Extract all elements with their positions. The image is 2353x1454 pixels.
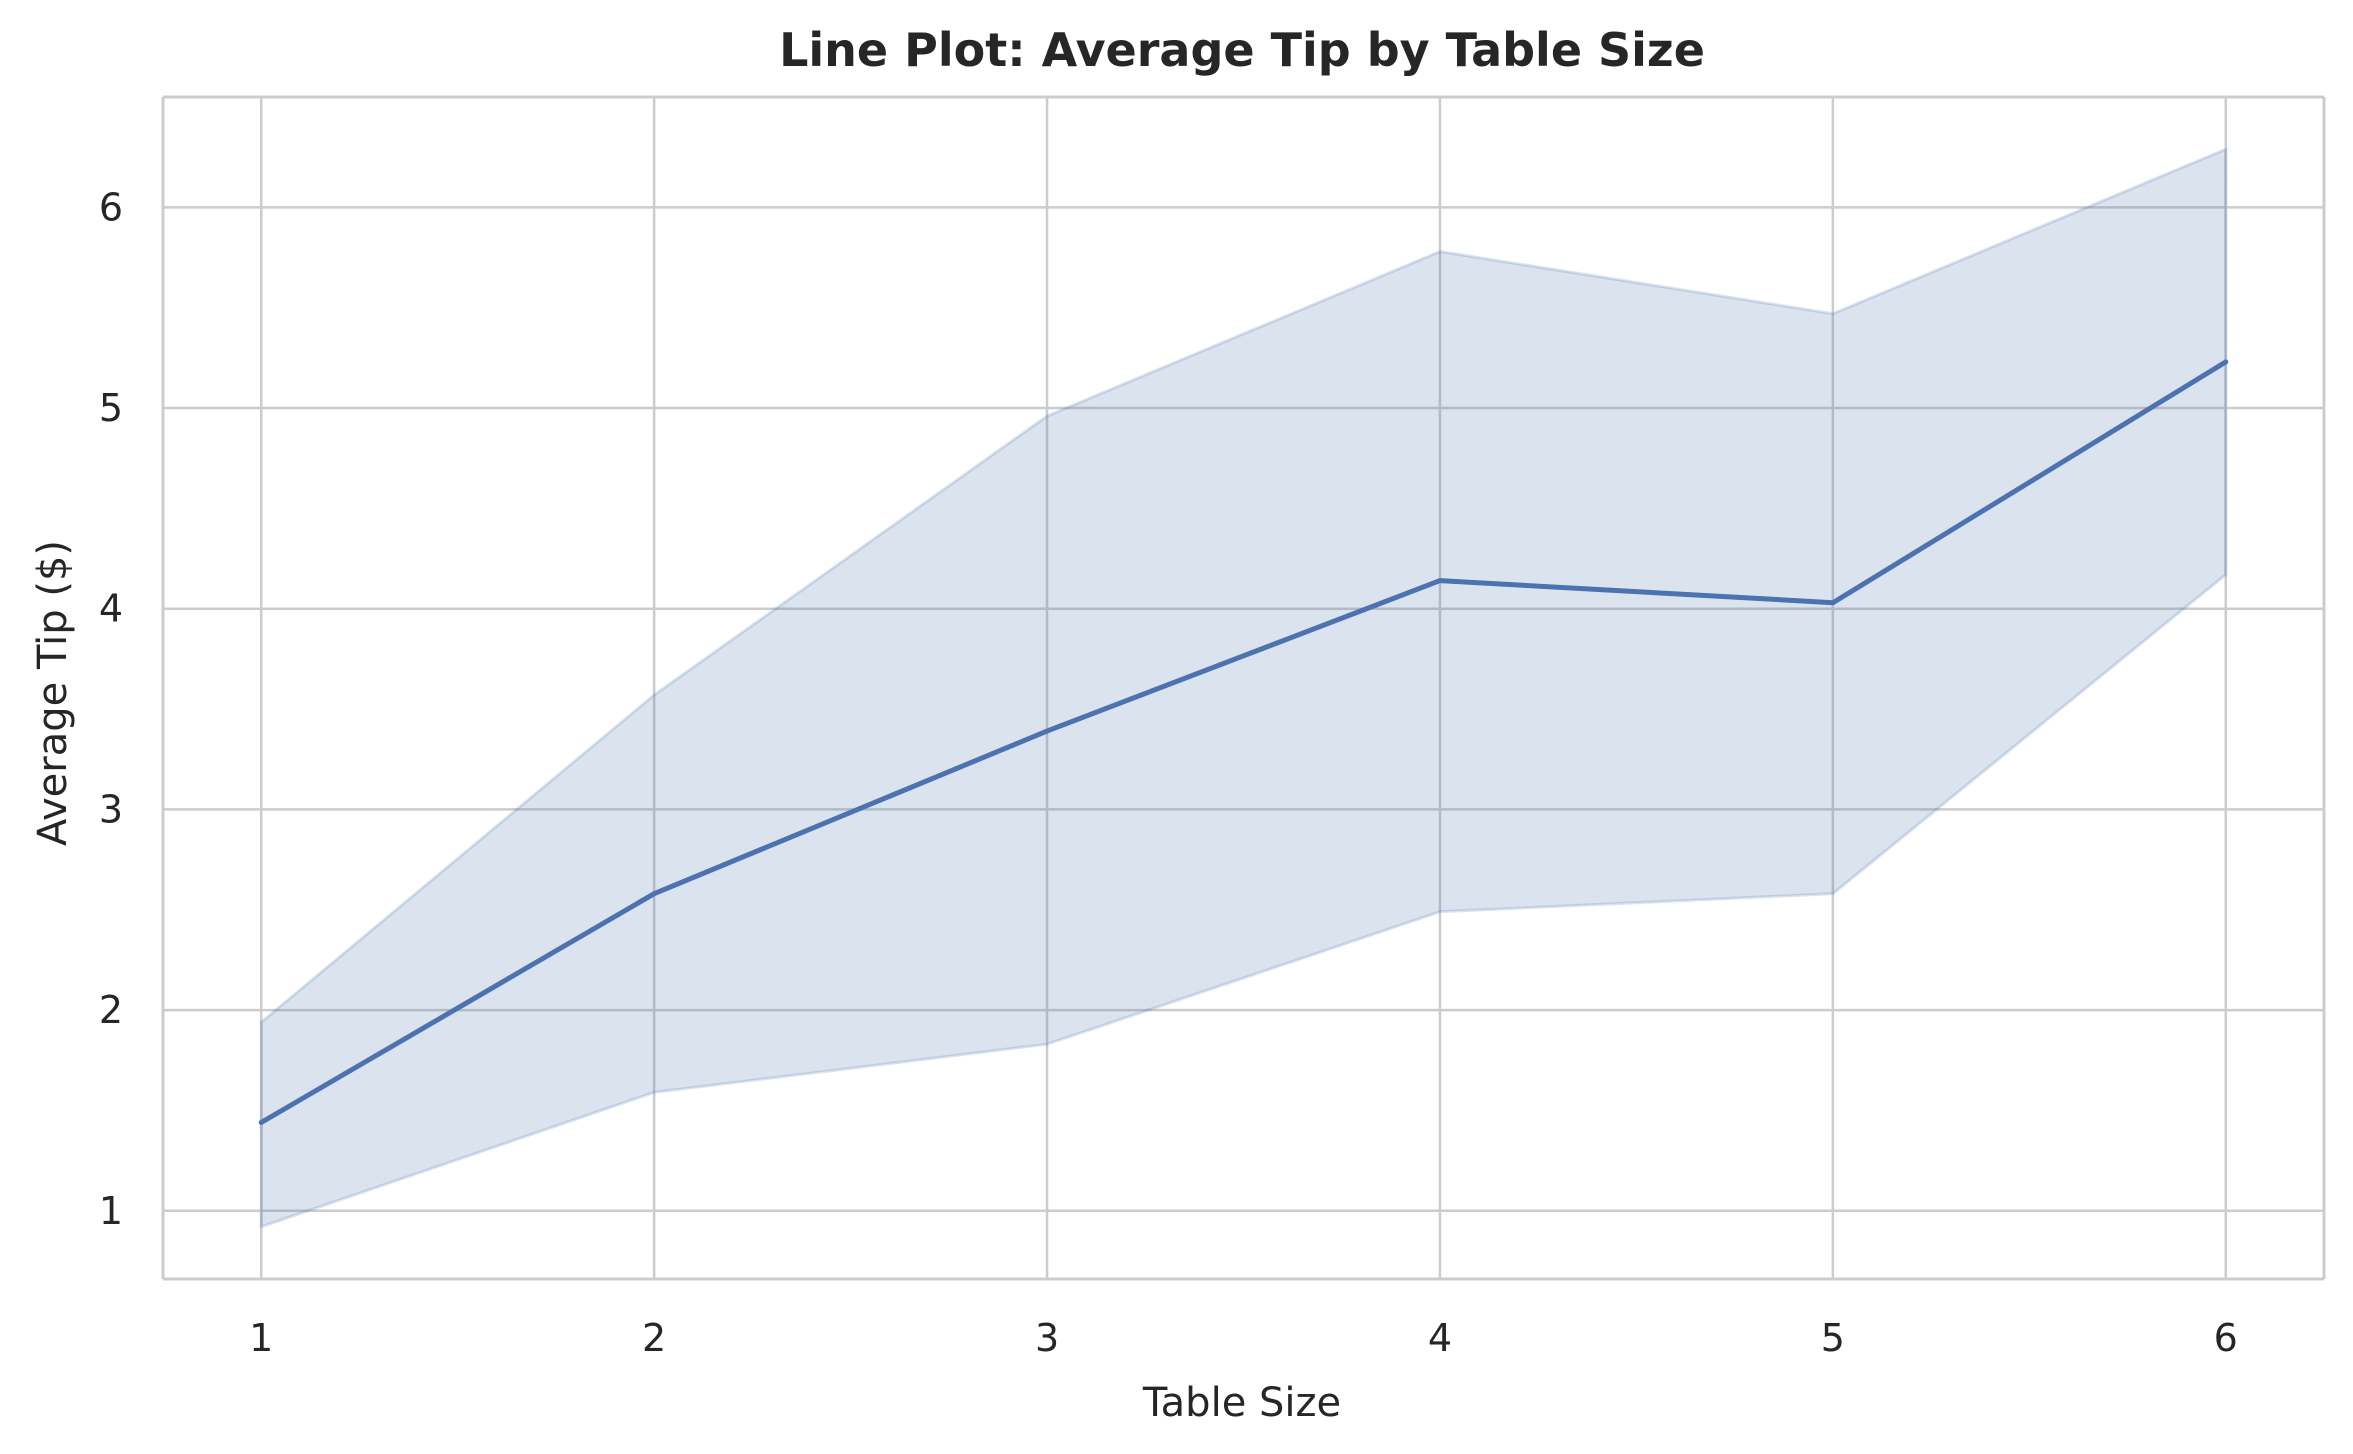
x-axis-label: Table Size [1142,1380,1341,1426]
chart-title: Line Plot: Average Tip by Table Size [779,23,1705,77]
series-line [258,359,2229,1125]
y-tick-label: 3 [99,787,123,831]
series-lines [258,359,2229,1125]
x-tick-label: 2 [642,1316,666,1360]
x-tick-label: 4 [1428,1316,1452,1360]
y-tick-label: 2 [99,988,123,1032]
y-tick-label: 6 [99,185,123,229]
x-tick-label: 3 [1035,1316,1059,1360]
y-tick-label: 5 [99,386,123,430]
x-tick-label: 1 [249,1316,273,1360]
y-axis-label: Average Tip ($) [30,540,76,846]
y-tick-label: 1 [99,1189,123,1233]
x-tick-label: 5 [1821,1316,1845,1360]
confidence-bands [259,146,2228,1229]
tick-labels: 1 2 3 4 5 6 1 2 3 4 5 6 [99,185,2238,1360]
y-tick-label: 4 [99,587,123,631]
grid [163,97,2324,1279]
axes-frame [161,95,2326,1281]
confidence-band [259,146,2228,1229]
x-tick-label: 6 [2214,1316,2238,1360]
